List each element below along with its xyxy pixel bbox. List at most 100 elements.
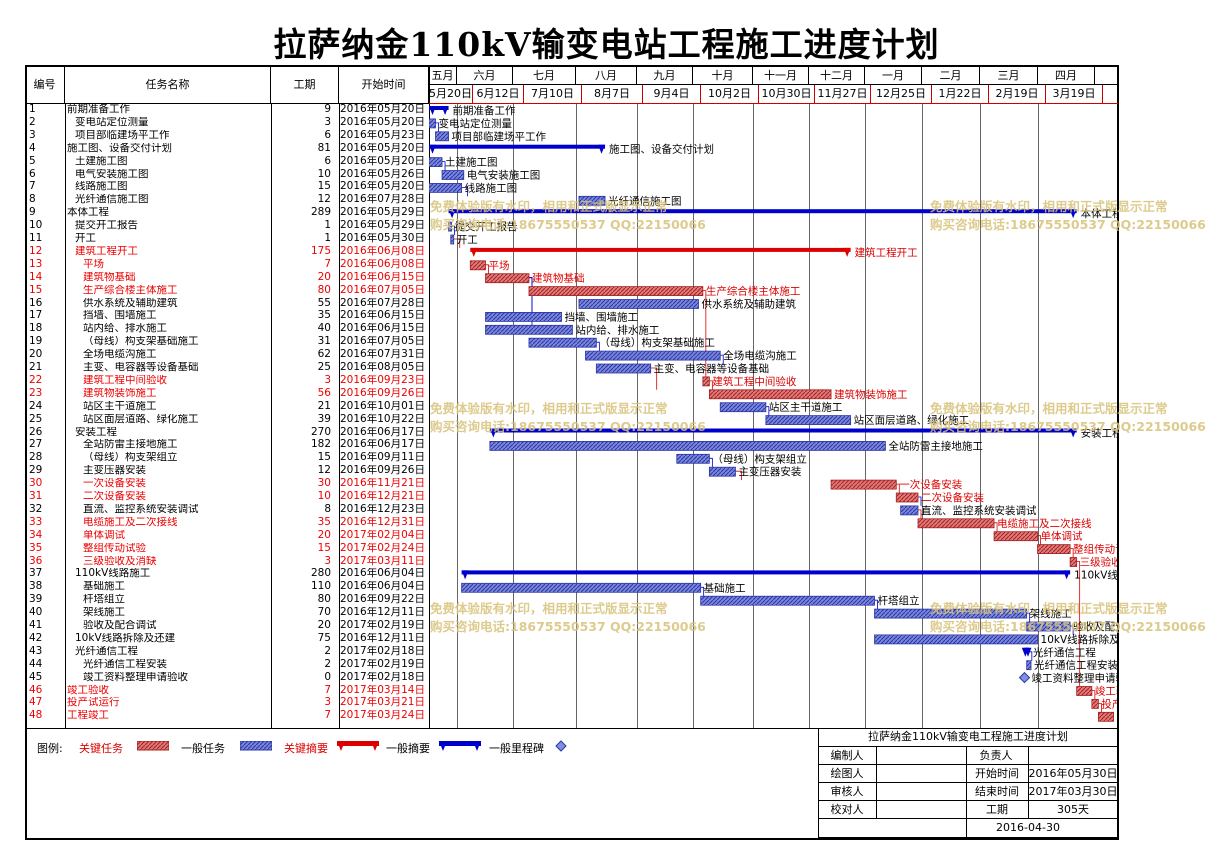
task-duration: 12 — [317, 465, 331, 477]
gantt-task-bar — [429, 157, 443, 167]
task-row[interactable]: 17 挡墙、围墙施工 35 2016年06月15日 — [25, 310, 429, 322]
task-row[interactable]: 31 二次设备安装 10 2016年12月21日 — [25, 491, 429, 503]
task-row[interactable]: 5 土建施工图 6 2016年05月20日 — [25, 156, 429, 168]
gantt-task-bar — [676, 453, 710, 464]
task-duration: 56 — [317, 387, 331, 399]
task-id: 6 — [29, 168, 36, 180]
task-row[interactable]: 13 平场 7 2016年06月08日 — [25, 259, 429, 271]
gantt-summary-cap — [441, 106, 449, 115]
task-row[interactable]: 48 工程竣工 7 2017年03月24日 — [25, 710, 429, 722]
task-row[interactable]: 21 主变、电容器等设备基础 25 2016年08月05日 — [25, 362, 429, 374]
task-row[interactable]: 14 建筑物基础 20 2016年06月15日 — [25, 272, 429, 284]
task-row[interactable]: 20 全场电缆沟施工 62 2016年07月31日 — [25, 349, 429, 361]
task-row[interactable]: 18 站内给、排水施工 40 2016年06月15日 — [25, 323, 429, 335]
task-row[interactable]: 36 三级验收及消缺 3 2017年03月11日 — [25, 556, 429, 568]
task-row[interactable]: 25 站区面层道路、绿化施工 39 2016年10月22日 — [25, 414, 429, 426]
task-row[interactable]: 16 供水系统及辅助建筑 55 2016年07月28日 — [25, 298, 429, 310]
task-name: 本体工程 — [67, 207, 109, 219]
task-row[interactable]: 45 竣工资料整理申请验收 0 2017年02月18日 — [25, 672, 429, 684]
gantt-dependency-link — [1070, 548, 1074, 558]
task-row[interactable]: 37 110kV线路施工 280 2016年06月04日 — [25, 568, 429, 580]
task-start: 2017年02月19日 — [340, 658, 425, 670]
legend-task-swatch — [240, 741, 272, 751]
task-name: 安装工程 — [75, 426, 117, 438]
task-row[interactable]: 12 建筑工程开工 175 2016年06月08日 — [25, 246, 429, 258]
task-duration: 280 — [310, 568, 331, 580]
info-end-label: 结束时间 — [975, 785, 1019, 798]
task-row[interactable]: 46 竣工验收 7 2017年03月14日 — [25, 685, 429, 697]
task-row[interactable]: 8 光纤通信施工图 12 2016年07月28日 — [25, 194, 429, 206]
task-id: 8 — [29, 194, 36, 206]
task-row[interactable]: 2 变电站定位测量 3 2016年05月20日 — [25, 117, 429, 129]
gantt-task-bar — [1097, 711, 1114, 722]
task-name: 建筑工程中间验收 — [83, 374, 167, 386]
timeline-divider — [429, 84, 1118, 85]
task-start: 2016年06月04日 — [340, 581, 425, 593]
task-row[interactable]: 26 安装工程 270 2016年06月17日 — [25, 427, 429, 439]
task-row[interactable]: 47 投产试运行 3 2017年03月21日 — [25, 697, 429, 709]
task-row[interactable]: 32 直流、监控系统安装调试 8 2016年12月23日 — [25, 504, 429, 516]
task-row[interactable]: 35 整组传动试验 15 2017年02月24日 — [25, 543, 429, 555]
task-row[interactable]: 15 生产综合楼主体施工 80 2016年07月05日 — [25, 285, 429, 297]
task-id: 23 — [29, 387, 43, 399]
title-block-grid — [818, 728, 1118, 838]
task-row[interactable]: 44 光纤通信工程安装 2 2017年02月19日 — [25, 659, 429, 671]
gantt-summary-cap — [1069, 209, 1077, 219]
task-start: 2017年03月11日 — [340, 555, 425, 567]
gantt-bar-label: 站区面层道路、绿化施工 — [854, 414, 970, 427]
task-row[interactable]: 19 （母线）构支架基础施工 31 2016年07月05日 — [25, 336, 429, 348]
gantt-task-bar — [485, 311, 562, 322]
gantt-bar-label: 一次设备安装 — [899, 478, 962, 491]
gantt-bar-label: 建筑工程开工 — [855, 246, 918, 259]
task-row[interactable]: 28 （母线）构支架组立 15 2016年09月11日 — [25, 452, 429, 464]
task-id: 44 — [29, 658, 43, 670]
task-id: 47 — [29, 697, 43, 709]
timeline-month: 一月 — [865, 67, 922, 84]
task-row[interactable]: 34 单体调试 20 2017年02月04日 — [25, 530, 429, 542]
gantt-bar-label: 竣工验收 — [1095, 685, 1117, 698]
gantt-summary-cap — [1021, 647, 1029, 657]
gantt-dependency-link — [874, 599, 878, 610]
task-row[interactable]: 11 开工 1 2016年05月30日 — [25, 233, 429, 245]
task-id: 3 — [29, 129, 36, 141]
task-row[interactable]: 29 主变压器安装 12 2016年09月26日 — [25, 465, 429, 477]
task-row[interactable]: 7 线路施工图 15 2016年05月20日 — [25, 181, 429, 193]
task-row[interactable]: 1 前期准备工作 9 2016年05月20日 — [25, 104, 429, 116]
task-row[interactable]: 3 项目部临建场平工作 6 2016年05月23日 — [25, 130, 429, 142]
task-start: 2016年07月28日 — [340, 297, 425, 309]
task-row[interactable]: 40 架线施工 70 2016年12月11日 — [25, 607, 429, 619]
col-name-header: 任务名称 — [65, 66, 271, 103]
task-name: 站区主干道施工 — [83, 400, 157, 412]
task-duration: 10 — [317, 168, 331, 180]
task-start: 2016年06月15日 — [340, 323, 425, 335]
task-row[interactable]: 10 提交开工报告 1 2016年05月29日 — [25, 220, 429, 232]
gantt-bar-label: 110kV线路施工 — [1074, 568, 1117, 581]
task-row[interactable]: 30 一次设备安装 30 2016年11月21日 — [25, 478, 429, 490]
task-row[interactable]: 23 建筑物装饰施工 56 2016年09月26日 — [25, 388, 429, 400]
task-duration: 175 — [310, 245, 331, 257]
task-row[interactable]: 27 全站防雷主接地施工 182 2016年06月17日 — [25, 439, 429, 451]
task-row[interactable]: 24 站区主干道施工 21 2016年10月01日 — [25, 401, 429, 413]
task-row[interactable]: 9 本体工程 289 2016年05月29日 — [25, 207, 429, 219]
task-id: 28 — [29, 452, 43, 464]
task-start: 2016年08月05日 — [340, 362, 425, 373]
task-row[interactable]: 42 10kV线路拆除及还建 75 2016年12月11日 — [25, 633, 429, 645]
gantt-summary-bar — [429, 144, 606, 149]
task-id: 2 — [29, 116, 36, 128]
info-checker-label: 校对人 — [830, 803, 864, 816]
task-row[interactable]: 38 基础施工 110 2016年06月04日 — [25, 581, 429, 593]
task-row[interactable]: 6 电气安装施工图 10 2016年05月26日 — [25, 169, 429, 181]
task-start: 2017年02月04日 — [340, 529, 425, 541]
task-row[interactable]: 41 验收及配合调试 20 2017年02月19日 — [25, 620, 429, 632]
timeline-month: 八月 — [576, 67, 637, 84]
task-row[interactable]: 43 光纤通信工程 2 2017年02月18日 — [25, 646, 429, 658]
gantt-dependency-link — [918, 496, 922, 506]
task-row[interactable]: 39 杆塔组立 80 2016年09月22日 — [25, 594, 429, 606]
task-name: 光纤通信施工图 — [75, 194, 149, 206]
task-row[interactable]: 22 建筑工程中间验收 3 2016年09月23日 — [25, 375, 429, 387]
task-row[interactable]: 4 施工图、设备交付计划 81 2016年05月20日 — [25, 143, 429, 155]
task-duration: 12 — [317, 194, 331, 206]
task-row[interactable]: 33 电缆施工及二次接线 35 2016年12月31日 — [25, 517, 429, 529]
gantt-task-bar — [441, 170, 465, 180]
gantt-task-bar — [528, 286, 704, 297]
